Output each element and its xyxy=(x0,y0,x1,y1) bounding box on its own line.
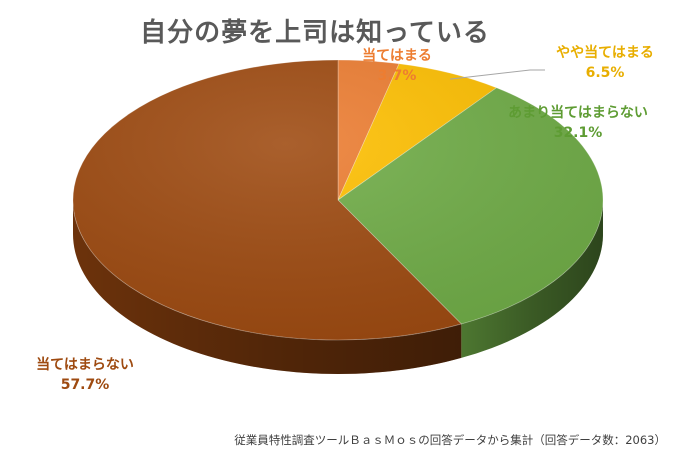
leader-line-yaya-atehamaru xyxy=(450,69,545,80)
slice-label-atehamaru-value: 3.7% xyxy=(377,68,417,84)
slice-label-amari-atehamaranai: あまり当てはまらない 32.1% xyxy=(478,103,678,143)
slice-label-yaya-atehamaru-name: やや当てはまる xyxy=(556,45,654,61)
slice-side-shade-amari-atehamaranai xyxy=(461,201,603,358)
slice-label-amari-atehamaranai-name: あまり当てはまらない xyxy=(508,105,648,121)
slice-label-yaya-atehamaru-value: 6.5% xyxy=(585,65,625,81)
slice-label-atehamaru: 当てはまる 3.7% xyxy=(352,46,442,86)
slice-label-atehamaranai: 当てはまらない 57.7% xyxy=(20,355,150,395)
slice-label-atehamaranai-value: 57.7% xyxy=(60,377,110,393)
chart-title: 自分の夢を上司は知っている xyxy=(140,18,490,48)
source-note: 従業員特性調査ツールＢａｓＭｏｓの回答データから集計（回答データ数：2063） xyxy=(234,433,666,447)
slice-label-yaya-atehamaru: やや当てはまる 6.5% xyxy=(535,43,675,83)
slice-side-shade-atehamaranai xyxy=(73,200,462,374)
pie-top-highlight xyxy=(73,60,603,340)
slice-label-atehamaru-name: 当てはまる xyxy=(362,48,432,64)
slice-label-amari-atehamaranai-value: 32.1% xyxy=(553,125,603,141)
slice-label-atehamaranai-name: 当てはまらない xyxy=(36,357,134,373)
